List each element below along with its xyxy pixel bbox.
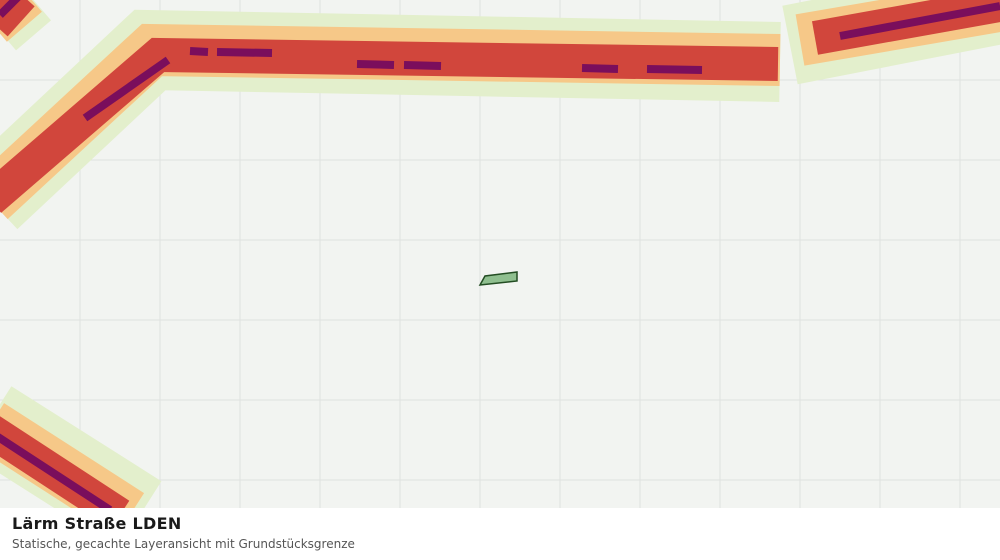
subtitle: Statische, gecachte Layeransicht mit Gru… (12, 537, 355, 551)
caption: Lärm Straße LDEN Statische, gecachte Lay… (0, 508, 1000, 560)
title: Lärm Straße LDEN (12, 514, 182, 533)
noise-bands (0, 0, 1000, 508)
map (0, 0, 1000, 508)
parcel-boundary (478, 271, 518, 286)
